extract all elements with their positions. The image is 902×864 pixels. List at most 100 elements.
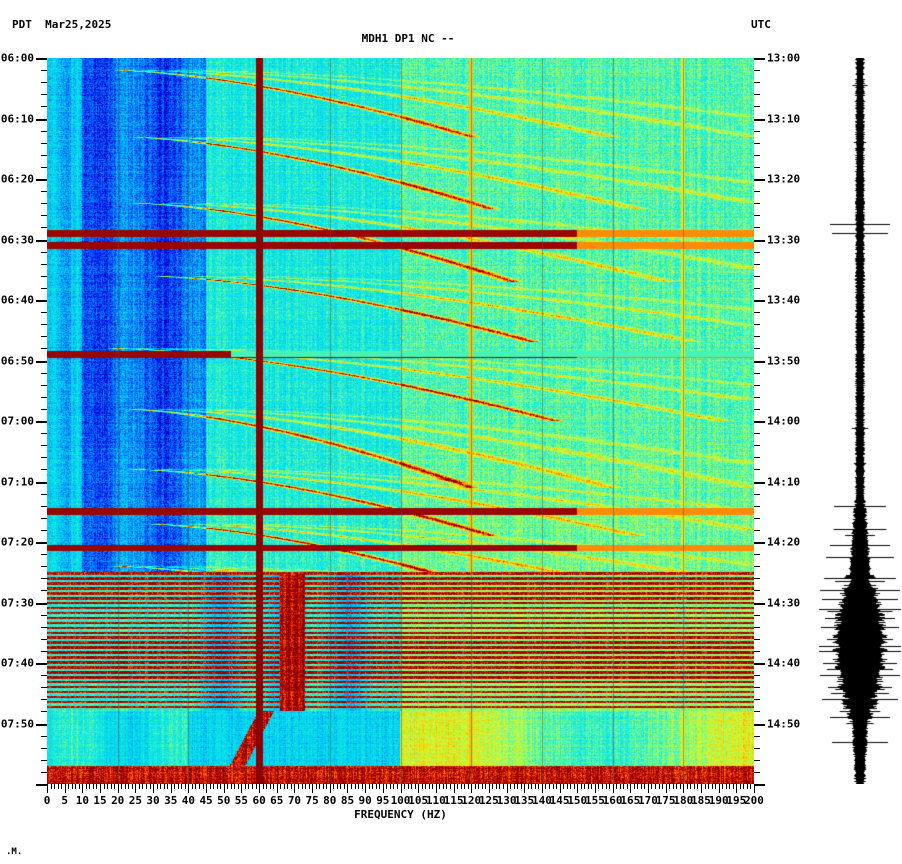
freq-tick-minor xyxy=(319,784,321,789)
left-time-axis: 06:00 06:10 06:20 06:30 06:40 06:50 07:00 07:10… xyxy=(0,52,47,786)
freq-tick-minor xyxy=(230,784,232,789)
freq-tick-minor xyxy=(92,784,94,789)
freq-tick-major xyxy=(541,784,543,793)
right-tick-minor xyxy=(754,215,760,217)
freq-tick-major xyxy=(47,784,48,793)
right-tick-major xyxy=(754,784,765,786)
freq-tick-minor xyxy=(326,784,328,789)
freq-tick-major xyxy=(312,784,314,793)
freq-tick-minor xyxy=(531,784,533,789)
freq-tick-minor xyxy=(679,784,681,789)
freq-tick-major xyxy=(559,784,561,793)
left-tick-minor xyxy=(41,251,47,253)
freq-tick-label: 135 xyxy=(514,794,535,807)
freq-tick-minor xyxy=(481,784,483,789)
right-tick-minor xyxy=(754,457,760,459)
freq-tick-major xyxy=(453,784,455,793)
freq-tick-label: 20 xyxy=(111,794,125,807)
right-time-label: 13:40 xyxy=(767,293,801,307)
freq-tick-major xyxy=(241,784,243,793)
left-tick-minor xyxy=(41,711,47,713)
left-time-label: 07:10 xyxy=(0,475,34,488)
freq-tick-minor xyxy=(725,784,727,789)
freq-tick-minor xyxy=(492,784,494,789)
left-tick-minor xyxy=(41,566,47,568)
left-tick-minor xyxy=(41,106,47,108)
left-tick-major xyxy=(36,300,47,302)
freq-tick-label: 95 xyxy=(376,794,390,807)
left-tick-minor xyxy=(41,626,47,628)
freq-tick-minor xyxy=(333,784,335,789)
corner-glyph: .M. xyxy=(6,847,23,857)
left-tick-minor xyxy=(41,687,47,689)
right-tick-minor xyxy=(754,336,760,338)
freq-tick-label: 10 xyxy=(75,794,89,807)
left-time-label: 07:00 xyxy=(0,414,34,428)
header-utc-label: UTC xyxy=(751,18,771,31)
freq-tick-minor xyxy=(605,784,607,789)
freq-tick-minor xyxy=(644,784,646,789)
freq-tick-minor xyxy=(315,784,317,789)
right-tick-minor xyxy=(754,396,760,398)
freq-tick-minor xyxy=(584,784,586,789)
freq-tick-minor xyxy=(414,784,416,789)
frequency-axis: 0 5 10 15 20 25 30 35 40 45 50 55 60 65 70 75 80 85 90 95 10… xyxy=(44,784,764,824)
freq-tick-minor xyxy=(262,784,264,789)
right-tick-minor xyxy=(754,590,760,592)
freq-tick-label: 40 xyxy=(181,794,196,807)
freq-tick-label: 70 xyxy=(287,794,302,807)
freq-tick-minor xyxy=(209,784,211,789)
freq-tick-minor xyxy=(375,784,377,789)
right-tick-minor xyxy=(754,154,760,156)
left-tick-major xyxy=(36,239,47,242)
freq-tick-minor xyxy=(121,784,123,789)
freq-tick-label: 160 xyxy=(602,794,623,807)
left-tick-major xyxy=(36,602,47,605)
left-tick-minor xyxy=(41,203,47,205)
freq-tick-minor xyxy=(729,784,731,789)
freq-tick-label: 195 xyxy=(726,794,747,807)
spectrogram-plot[interactable] xyxy=(47,58,754,784)
right-tick-minor xyxy=(754,687,760,689)
freq-tick-minor xyxy=(396,784,398,789)
freq-tick-minor xyxy=(57,784,59,789)
right-tick-minor xyxy=(754,614,760,616)
right-tick-minor xyxy=(754,312,760,314)
freq-tick-minor xyxy=(690,784,692,789)
left-tick-minor xyxy=(41,529,47,531)
left-tick-minor xyxy=(41,590,47,592)
freq-tick-minor xyxy=(503,784,504,789)
freq-tick-major xyxy=(365,784,367,793)
freq-tick-major xyxy=(206,784,208,793)
freq-tick-major xyxy=(64,784,66,793)
freq-tick-minor xyxy=(520,784,522,789)
freq-tick-minor xyxy=(704,784,706,789)
right-tick-minor xyxy=(754,675,760,677)
freq-tick-minor xyxy=(358,784,360,789)
freq-tick-minor xyxy=(548,784,550,789)
freq-tick-minor xyxy=(174,784,176,789)
freq-tick-label: 190 xyxy=(708,794,729,807)
freq-tick-minor xyxy=(732,784,734,789)
freq-tick-minor xyxy=(227,784,229,789)
right-tick-major xyxy=(754,602,765,605)
left-tick-minor xyxy=(41,82,47,84)
freq-tick-minor xyxy=(149,784,151,789)
spectrogram-canvas[interactable] xyxy=(47,58,754,784)
freq-tick-minor xyxy=(50,784,52,789)
freq-tick-major xyxy=(276,784,278,793)
freq-tick-minor xyxy=(297,784,299,789)
freq-tick-label: 60 xyxy=(252,794,266,807)
freq-tick-major xyxy=(506,784,508,793)
right-tick-minor xyxy=(754,626,760,628)
left-tick-minor xyxy=(41,384,47,386)
left-time-label: 06:10 xyxy=(0,112,34,125)
right-time-axis: 13:00 13:10 13:20 13:30 13:40 13:50 14:00 14:10… xyxy=(754,52,814,786)
left-tick-minor xyxy=(41,445,47,447)
freq-tick-minor xyxy=(587,784,589,789)
right-tick-minor xyxy=(754,251,760,253)
freq-tick-minor xyxy=(676,784,678,789)
freq-tick-minor xyxy=(280,784,282,789)
freq-tick-major xyxy=(329,784,331,793)
left-tick-minor xyxy=(41,578,47,580)
